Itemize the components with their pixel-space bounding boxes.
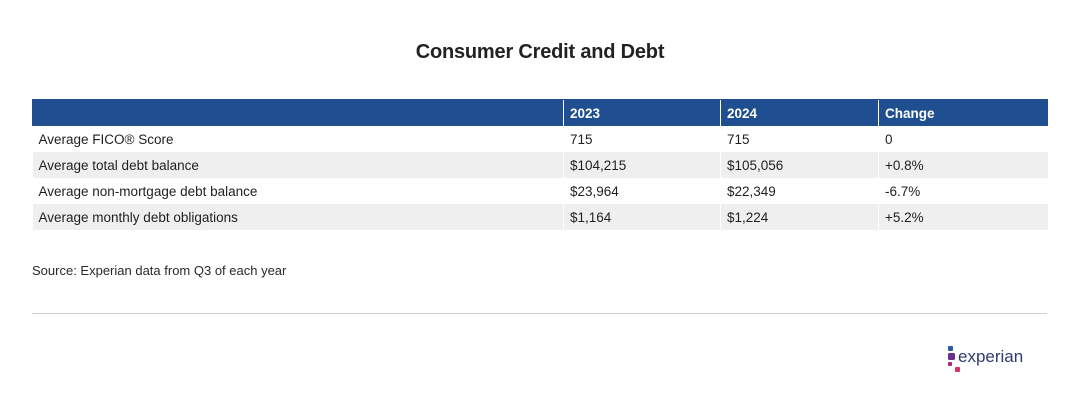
cell-change: +5.2% bbox=[878, 204, 1048, 230]
cell-2023: 715 bbox=[563, 126, 721, 152]
cell-change: -6.7% bbox=[878, 178, 1048, 204]
table-row: Average non-mortgage debt balance $23,96… bbox=[33, 178, 1048, 204]
cell-2024: 715 bbox=[720, 126, 879, 152]
header-cell-2024: 2024 bbox=[720, 99, 879, 126]
table-row: Average FICO® Score 715 715 0 bbox=[33, 126, 1048, 152]
logo-dot-purple bbox=[948, 353, 955, 360]
header-cell-label bbox=[32, 99, 564, 126]
experian-logo: experian bbox=[948, 343, 1048, 373]
cell-2023: $104,215 bbox=[563, 152, 721, 178]
row-label: Average non-mortgage debt balance bbox=[38, 183, 258, 199]
cell-2024: $1,224 bbox=[720, 204, 879, 230]
cell-change: +0.8% bbox=[878, 152, 1048, 178]
table-row: Average monthly debt obligations $1,164 … bbox=[32, 204, 1048, 230]
source-note: Source: Experian data from Q3 of each ye… bbox=[32, 263, 287, 278]
page-title: Consumer Credit and Debt bbox=[415, 41, 665, 63]
cell-2024: $105,056 bbox=[720, 152, 879, 178]
logo-dot-pink bbox=[955, 367, 960, 372]
credit-debt-table: 2023 2024 Change Average FICO® Score 715… bbox=[32, 99, 1048, 230]
logo-dot-magenta bbox=[948, 362, 952, 366]
header-cell-change: Change bbox=[878, 99, 1048, 126]
logo-dot-blue bbox=[948, 346, 953, 351]
row-label: Average monthly debt obligations bbox=[32, 204, 564, 230]
row-label: Average FICO® Score bbox=[38, 131, 174, 147]
experian-logo-icon: experian bbox=[948, 346, 1023, 372]
divider bbox=[32, 313, 1047, 314]
table-row: Average total debt balance $104,215 $105… bbox=[32, 152, 1048, 178]
cell-2023: $23,964 bbox=[563, 178, 721, 204]
header-cell-2023: 2023 bbox=[563, 99, 721, 126]
cell-2023: $1,164 bbox=[563, 204, 721, 230]
cell-change: 0 bbox=[878, 126, 1048, 152]
table-header-row: 2023 2024 Change bbox=[32, 99, 1048, 126]
cell-2024: $22,349 bbox=[720, 178, 879, 204]
row-label: Average total debt balance bbox=[32, 152, 564, 178]
logo-wordmark: experian bbox=[958, 347, 1023, 366]
